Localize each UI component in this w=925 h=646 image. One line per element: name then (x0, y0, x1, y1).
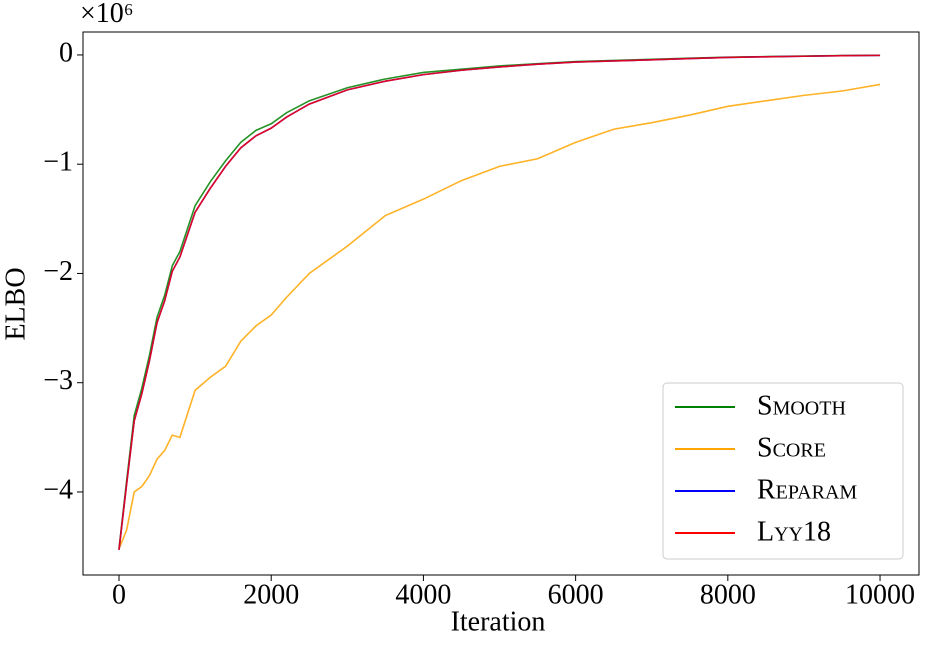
plot-frame (82, 31, 920, 576)
legend-label: Smooth (757, 390, 846, 421)
y-tick-label: −1 (43, 147, 73, 178)
x-tick-label: 2000 (243, 579, 299, 610)
legend-label: Reparam (757, 474, 857, 505)
x-tick-label: 6000 (548, 579, 604, 610)
y-tick-label: −3 (43, 365, 73, 396)
y-tick-label: −2 (43, 256, 73, 287)
series-line (118, 83, 881, 550)
x-tick-label: 4000 (395, 579, 451, 610)
legend-label: Lyy18 (757, 516, 831, 547)
y-multiplier: ×10⁶ (80, 0, 134, 29)
series-line (118, 54, 881, 550)
y-axis-label: ELBO (0, 267, 31, 340)
y-tick-label: 0 (59, 37, 73, 68)
y-tick-label: −4 (43, 474, 73, 505)
legend-box (662, 382, 904, 560)
x-tick-label: 10000 (845, 579, 915, 610)
x-axis-label: Iteration (451, 606, 546, 637)
x-tick-label: 0 (112, 579, 126, 610)
x-tick-label: 8000 (700, 579, 756, 610)
legend-label: Score (757, 432, 826, 463)
